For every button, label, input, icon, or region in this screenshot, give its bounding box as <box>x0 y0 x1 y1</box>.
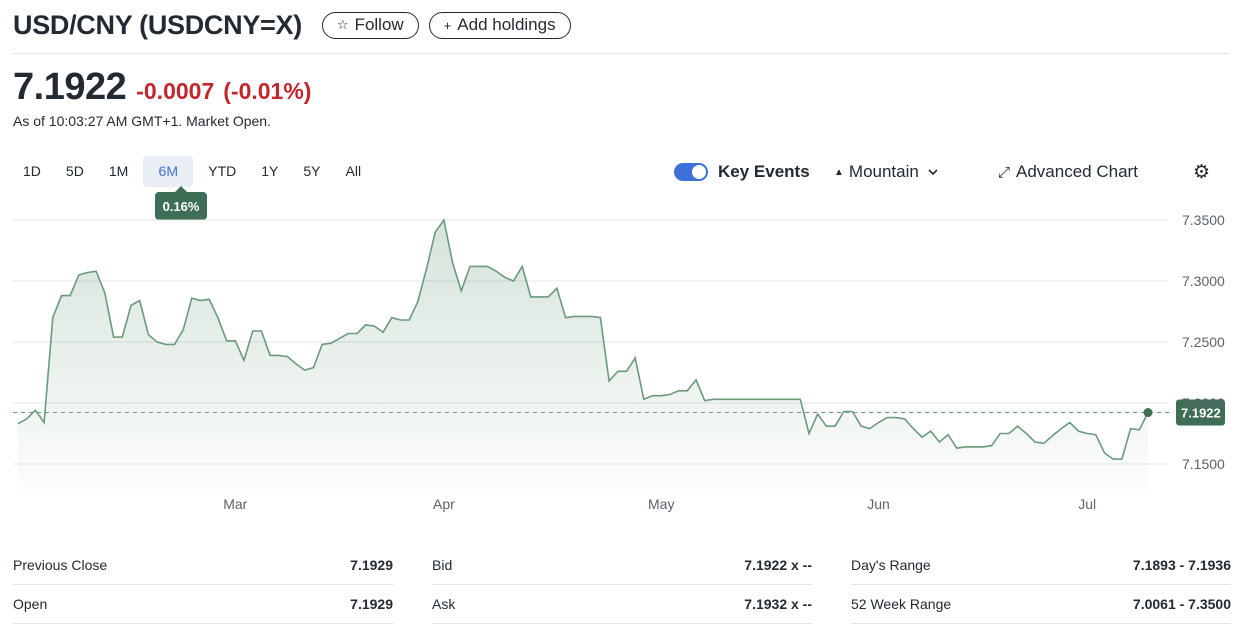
range-all[interactable]: All <box>345 163 362 179</box>
stat-label: Ask <box>432 596 456 612</box>
follow-label: Follow <box>354 15 404 34</box>
stat-value: 7.1932 x -- <box>744 596 812 612</box>
settings-button[interactable]: ⚙ <box>1193 158 1210 186</box>
y-tick-label: 7.2000 <box>1182 395 1225 411</box>
add-holdings-button[interactable]: + Add holdings <box>428 11 571 39</box>
stat-row: 52 Week Range 7.0061 - 7.3500 <box>851 585 1231 624</box>
x-tick-label: Apr <box>433 496 455 512</box>
stat-row: Open 7.1929 <box>13 585 393 624</box>
star-icon: ☆ <box>336 17 349 32</box>
chart-series-line <box>17 218 1149 460</box>
stats-column: Previous Close 7.1929 Open 7.1929 <box>13 546 393 624</box>
x-tick-label: Jul <box>1078 496 1096 512</box>
range-6m[interactable]: 6M <box>143 156 194 187</box>
y-tick-label: 7.2500 <box>1182 334 1225 350</box>
price-chart[interactable]: 7.1922 7.3500 7.3000 7.2500 7.2000 7.1500 Ma… <box>0 200 1242 530</box>
chart-type-label: Mountain <box>848 162 919 181</box>
stat-value: 7.1929 <box>350 557 393 573</box>
stat-row: Ask 7.1932 x -- <box>432 585 812 624</box>
price-change: -0.0007 <box>136 78 215 104</box>
plus-icon: + <box>443 17 452 33</box>
stat-row: Day's Range 7.1893 - 7.1936 <box>851 546 1231 585</box>
y-tick-label: 7.3000 <box>1182 273 1225 289</box>
range-1y[interactable]: 1Y <box>261 163 279 179</box>
range-selector: 1D 5D 1M 6M YTD 1Y 5Y All <box>13 156 376 187</box>
current-price-tag-label: 7.1922 <box>1181 406 1221 421</box>
chart-type-dropdown[interactable]: ▲ Mountain <box>834 158 939 186</box>
y-axis-labels: 7.3500 7.3000 7.2500 7.2000 7.1500 <box>1182 212 1225 472</box>
range-change-badge: 0.16% <box>155 186 207 220</box>
follow-button[interactable]: ☆ Follow <box>321 11 419 39</box>
add-holdings-label: Add holdings <box>457 15 556 34</box>
stat-value: 7.1929 <box>350 596 393 612</box>
y-tick-label: 7.1500 <box>1182 456 1225 472</box>
current-price-dot <box>1143 408 1153 418</box>
stats-column: Bid 7.1922 x -- Ask 7.1932 x -- <box>432 546 812 624</box>
advanced-chart-label: Advanced Chart <box>1016 162 1138 181</box>
y-tick-label: 7.3500 <box>1182 212 1225 228</box>
page-title: USD/CNY (USDCNY=X) <box>13 9 302 40</box>
toggle-switch[interactable] <box>674 163 708 181</box>
x-tick-label: Mar <box>223 496 247 512</box>
stat-value: 7.1893 - 7.1936 <box>1132 557 1231 573</box>
market-time: As of 10:03:27 AM GMT+1. Market Open. <box>13 113 271 129</box>
price-change-percent: (-0.01%) <box>223 78 312 104</box>
stat-label: Bid <box>432 557 453 573</box>
stat-label: Day's Range <box>851 557 931 573</box>
stat-value: 7.0061 - 7.3500 <box>1132 596 1231 612</box>
x-axis-labels: Mar Apr May Jun Jul <box>223 496 1096 512</box>
range-5d[interactable]: 5D <box>65 163 84 179</box>
gear-icon: ⚙ <box>1193 161 1211 183</box>
range-5y[interactable]: 5Y <box>303 163 321 179</box>
current-price: 7.1922 <box>13 66 127 108</box>
advanced-chart-button[interactable]: ⤢ Advanced Chart <box>998 158 1138 186</box>
key-events-label: Key Events <box>718 162 810 181</box>
expand-icon: ⤢ <box>998 163 1011 181</box>
header-divider <box>13 53 1230 54</box>
mountain-icon: ▲ <box>834 166 844 178</box>
x-tick-label: Jun <box>867 496 890 512</box>
chart-area-fill <box>18 220 1148 490</box>
chevron-down-icon <box>928 169 938 176</box>
stat-label: 52 Week Range <box>851 596 952 612</box>
price-row: 7.1922 -0.0007 (-0.01%) <box>13 66 320 109</box>
quote-header: USD/CNY (USDCNY=X) ☆ Follow + Add holdin… <box>13 8 581 42</box>
stat-value: 7.1922 x -- <box>744 557 812 573</box>
stats-column: Day's Range 7.1893 - 7.1936 52 Week Range… <box>851 546 1231 624</box>
key-events-toggle[interactable]: Key Events <box>674 158 810 186</box>
stat-label: Open <box>13 596 48 612</box>
range-1d[interactable]: 1D <box>23 163 41 179</box>
x-tick-label: May <box>648 496 674 512</box>
current-price-tag <box>1176 399 1225 426</box>
range-1m[interactable]: 1M <box>108 163 129 179</box>
stat-label: Previous Close <box>13 557 108 573</box>
range-ytd[interactable]: YTD <box>208 163 237 179</box>
stat-row: Bid 7.1922 x -- <box>432 546 812 585</box>
stat-row: Previous Close 7.1929 <box>13 546 393 585</box>
